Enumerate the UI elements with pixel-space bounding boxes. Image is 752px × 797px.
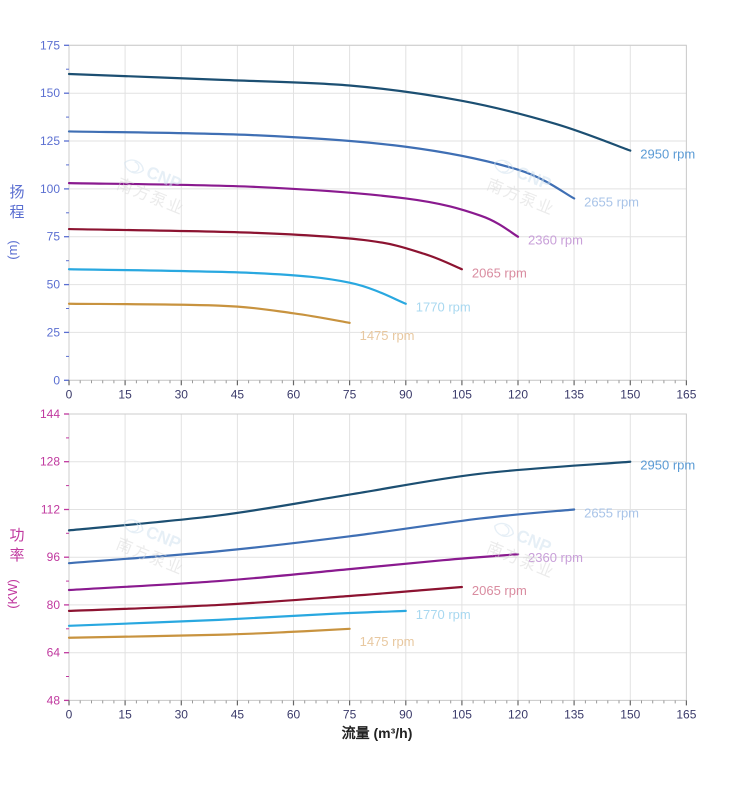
svg-text:45: 45 [231,387,245,401]
svg-text:流量 (m³/h): 流量 (m³/h) [342,725,413,741]
svg-text:程: 程 [9,204,24,221]
svg-text:60: 60 [287,707,301,721]
svg-text:2065 rpm: 2065 rpm [472,583,527,598]
svg-text:(KW): (KW) [5,579,20,609]
svg-text:扬: 扬 [9,184,24,201]
svg-text:2950 rpm: 2950 rpm [640,147,695,162]
svg-text:144: 144 [40,407,60,421]
svg-text:125: 125 [40,134,60,148]
svg-text:64: 64 [47,646,61,660]
svg-text:105: 105 [452,387,472,401]
svg-text:率: 率 [9,547,24,564]
svg-text:2950 rpm: 2950 rpm [640,458,695,473]
svg-text:1770 rpm: 1770 rpm [416,607,471,622]
svg-text:30: 30 [175,707,189,721]
svg-text:15: 15 [118,707,132,721]
svg-text:45: 45 [231,707,245,721]
svg-text:75: 75 [47,230,61,244]
svg-text:112: 112 [41,503,60,517]
svg-text:90: 90 [399,387,413,401]
svg-text:175: 175 [40,38,60,52]
svg-text:165: 165 [676,707,696,721]
svg-text:0: 0 [66,707,73,721]
svg-text:80: 80 [47,598,61,612]
svg-text:1475 rpm: 1475 rpm [360,328,415,343]
svg-text:0: 0 [66,387,73,401]
svg-text:2655 rpm: 2655 rpm [584,506,639,521]
svg-text:100: 100 [40,182,60,196]
svg-text:1770 rpm: 1770 rpm [416,300,471,315]
svg-text:30: 30 [175,387,189,401]
svg-text:150: 150 [40,86,60,100]
svg-text:120: 120 [508,707,528,721]
svg-text:2360 rpm: 2360 rpm [528,233,583,248]
svg-text:96: 96 [47,550,61,564]
svg-text:128: 128 [40,455,60,469]
svg-text:165: 165 [676,387,696,401]
svg-text:15: 15 [118,387,132,401]
svg-text:(m): (m) [5,240,20,260]
svg-text:2065 rpm: 2065 rpm [472,265,527,280]
svg-text:功: 功 [9,527,24,544]
svg-text:135: 135 [564,707,584,721]
svg-text:50: 50 [47,278,61,292]
svg-text:0: 0 [53,373,60,387]
svg-text:105: 105 [452,707,472,721]
svg-text:120: 120 [508,387,528,401]
svg-text:90: 90 [399,707,413,721]
svg-text:60: 60 [287,387,301,401]
svg-text:2655 rpm: 2655 rpm [584,194,639,209]
svg-text:48: 48 [47,693,61,707]
svg-text:150: 150 [620,387,640,401]
svg-text:25: 25 [47,325,61,339]
svg-text:75: 75 [343,707,357,721]
svg-text:75: 75 [343,387,357,401]
svg-text:1475 rpm: 1475 rpm [360,634,415,649]
svg-text:150: 150 [620,707,640,721]
svg-text:135: 135 [564,387,584,401]
